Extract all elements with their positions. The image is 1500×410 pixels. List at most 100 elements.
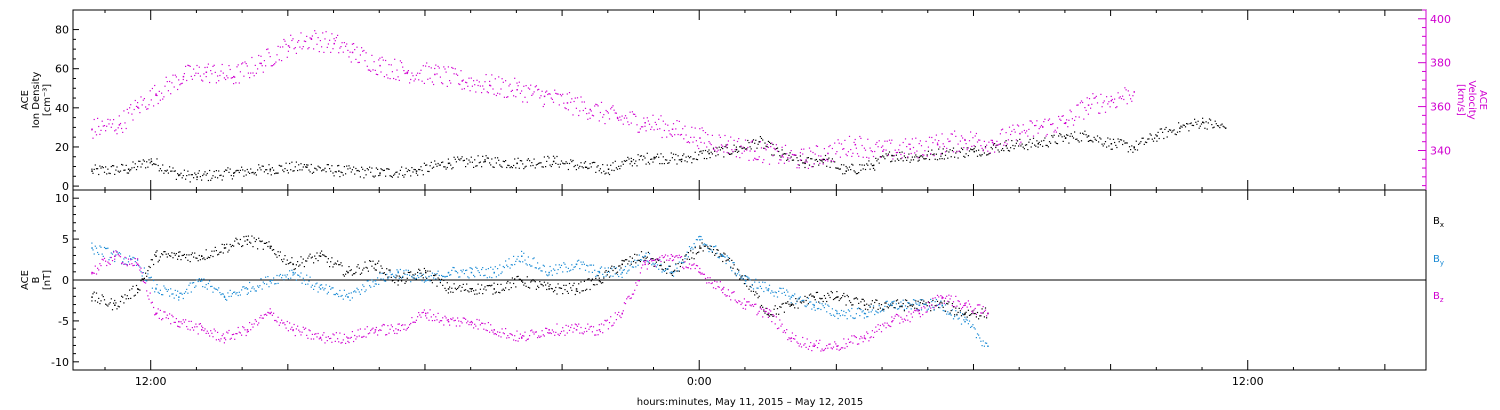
bz-point: [356, 336, 358, 338]
bz-point: [275, 319, 277, 322]
by-point: [385, 280, 387, 282]
velocity-point: [222, 72, 224, 74]
ion-density-point: [196, 178, 198, 181]
ion-density-point: [783, 153, 785, 155]
bz-point: [966, 306, 968, 308]
ion-density-point: [1152, 140, 1155, 142]
velocity-point: [438, 67, 440, 69]
bx-point: [686, 258, 688, 260]
bx-point: [181, 254, 183, 257]
ion-density-point: [1063, 135, 1065, 137]
bz-point: [805, 346, 807, 348]
ion-density-point: [546, 160, 548, 162]
ion-density-point: [695, 158, 697, 160]
by-point: [803, 299, 805, 301]
velocity-point: [774, 149, 776, 151]
bx-point: [299, 264, 301, 266]
bx-point: [890, 304, 892, 306]
velocity-point: [156, 94, 158, 97]
velocity-point: [203, 73, 205, 75]
ion-density-point: [345, 173, 347, 175]
bx-point: [671, 274, 673, 276]
velocity-point: [397, 76, 399, 78]
ion-density-point: [1068, 142, 1070, 144]
bz-point: [646, 268, 648, 270]
ion-density-point: [1007, 149, 1009, 152]
by-point: [255, 290, 257, 292]
by-point: [686, 251, 688, 253]
ion-density-point: [1032, 137, 1035, 139]
ion-density-point: [277, 172, 279, 174]
bz-point: [311, 333, 313, 335]
velocity-point: [149, 90, 151, 92]
bz-anchor-point: [269, 312, 272, 315]
by-point: [321, 284, 323, 286]
ion-density-point: [693, 158, 695, 160]
ion-density-point: [355, 167, 357, 170]
by-point: [983, 345, 985, 347]
bx-point: [412, 274, 414, 276]
ion-density-point: [314, 167, 316, 169]
bx-point: [660, 265, 662, 267]
by-point: [764, 281, 766, 284]
ion-density-point: [1132, 151, 1134, 153]
by-point: [788, 295, 790, 297]
by-point: [313, 288, 315, 290]
ion-density-point: [194, 172, 196, 174]
bx-point: [618, 265, 620, 267]
velocity-point: [447, 66, 449, 68]
bx-point: [303, 266, 305, 268]
ion-density-point: [959, 151, 961, 153]
bx-point: [690, 250, 692, 252]
by-point: [265, 276, 267, 278]
velocity-point: [249, 77, 251, 79]
ion-density-point: [1022, 146, 1024, 148]
bx-point: [786, 302, 788, 304]
velocity-point: [723, 151, 725, 153]
bx-point: [191, 252, 193, 254]
bz-point: [309, 330, 311, 332]
velocity-point: [161, 92, 163, 94]
ion-density-point: [619, 168, 621, 170]
ion-density-point: [474, 159, 476, 161]
bx-point: [268, 241, 270, 243]
bz-point: [445, 317, 447, 319]
velocity-anchor-point: [699, 137, 701, 139]
velocity-point: [742, 146, 744, 148]
bx-point: [678, 270, 680, 272]
bz-point: [606, 319, 608, 321]
velocity-point: [1079, 102, 1081, 104]
bz-point: [588, 328, 590, 330]
velocity-point: [1072, 124, 1075, 126]
ion-density-point: [772, 143, 774, 146]
bx-point: [402, 276, 404, 278]
bx-point: [795, 298, 797, 300]
bx-point: [313, 262, 315, 264]
bx-point: [749, 285, 751, 288]
bx-point: [695, 253, 697, 255]
bz-point: [260, 314, 262, 317]
velocity-point: [1004, 142, 1006, 144]
bx-point: [170, 255, 172, 257]
ion-density-point: [802, 162, 804, 164]
bz-point: [840, 347, 843, 349]
by-point: [97, 251, 99, 254]
bx-point: [900, 305, 902, 307]
ion-density-point: [212, 175, 214, 177]
by-point: [423, 281, 425, 283]
velocity-point: [354, 49, 356, 51]
bx-point: [863, 300, 865, 302]
ion-density-anchor-point: [1224, 127, 1227, 129]
velocity-point: [1132, 95, 1134, 97]
velocity-point: [463, 88, 465, 90]
bz-point: [796, 341, 798, 343]
bz-point: [417, 316, 419, 318]
ion-density-point: [147, 166, 149, 168]
bx-point: [244, 240, 246, 242]
bz-point: [307, 337, 309, 339]
velocity-point: [1002, 128, 1004, 130]
bx-point: [940, 301, 942, 303]
velocity-point: [111, 123, 114, 125]
by-point: [924, 303, 926, 305]
by-point: [114, 260, 116, 263]
